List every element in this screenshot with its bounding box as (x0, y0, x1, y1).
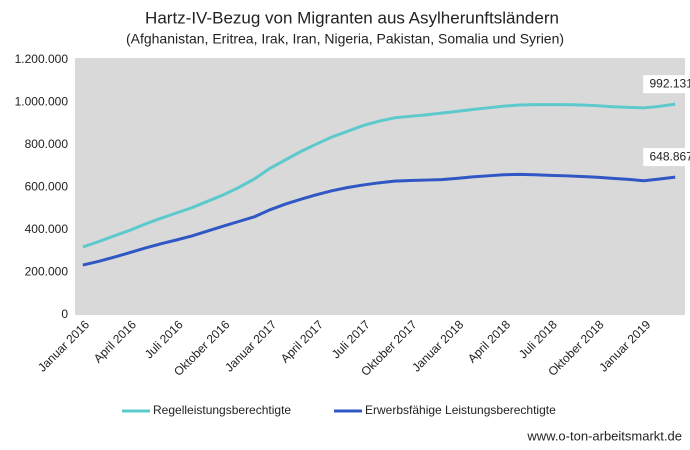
legend-label: Regelleistungsberechtigte (153, 403, 291, 417)
y-tick-label: 600.000 (25, 180, 69, 194)
legend-label: Erwerbsfähige Leistungsberechtigte (365, 403, 556, 417)
source: www.o-ton-arbeitsmarkt.de (526, 428, 682, 443)
y-tick-label: 0 (61, 307, 68, 321)
value-label-bg (643, 148, 690, 167)
line-series (82, 172, 676, 267)
chart-subtitle: (Afghanistan, Eritrea, Irak, Iran, Niger… (126, 31, 564, 47)
value-label: 648.867 (650, 149, 690, 163)
y-tick-label: 200.000 (25, 265, 69, 279)
y-tick-label: 400.000 (25, 222, 69, 236)
value-label: 992.131 (650, 76, 690, 90)
y-tick-label: 800.000 (25, 137, 69, 151)
line-series (82, 102, 676, 249)
plot-area (75, 58, 685, 315)
value-label-bg (643, 75, 690, 94)
y-tick-label: 1.200.000 (15, 52, 69, 66)
chart-title: Hartz-IV-Bezug von Migranten aus Asylher… (145, 8, 559, 27)
y-tick-label: 1.000.000 (15, 95, 69, 109)
